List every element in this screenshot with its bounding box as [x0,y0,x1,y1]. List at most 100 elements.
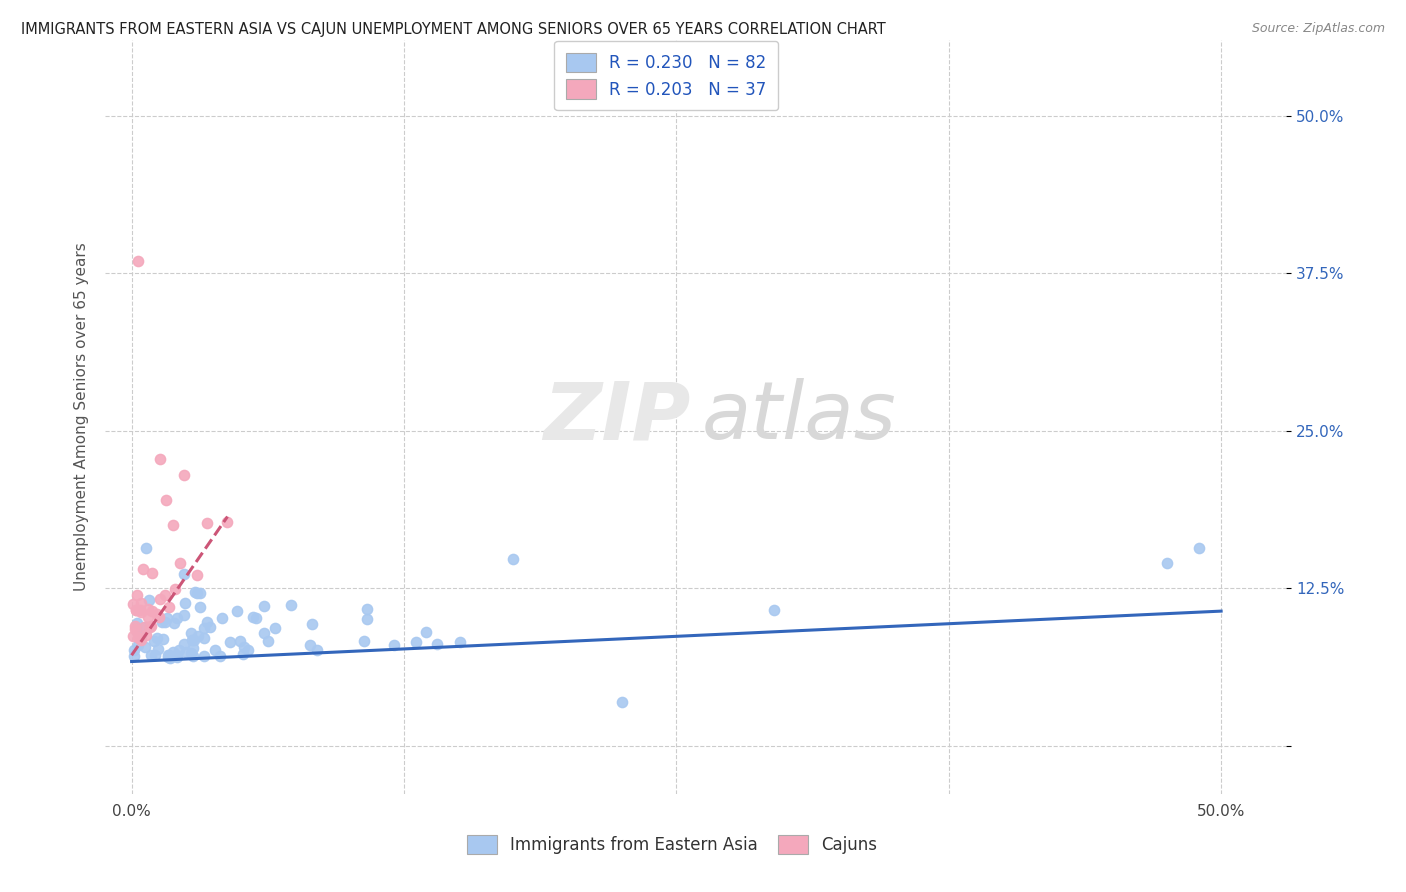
Point [150,615,173,629]
Point [405,634,427,648]
Point [157,648,180,662]
Point [166,650,188,665]
Point [181,640,204,655]
Point [121,629,143,643]
Point [238,643,260,657]
Point [143,648,166,663]
Text: atlas: atlas [702,378,897,456]
Point [149,451,172,466]
Point [173,467,195,482]
Point [165,648,187,662]
Point [139,620,162,634]
Point [242,609,264,624]
Point [1156,556,1178,570]
Point [204,643,226,657]
Point [188,586,211,600]
Point [173,637,195,651]
Point [146,607,169,621]
Point [233,640,256,654]
Point [356,602,378,616]
Point [129,632,152,647]
Point [121,597,143,611]
Point [305,643,328,657]
Point [299,638,322,652]
Point [159,651,181,665]
Point [174,645,197,659]
Point [153,615,176,630]
Point [356,612,378,626]
Point [127,588,149,602]
Point [301,616,323,631]
Point [146,631,169,645]
Point [256,633,278,648]
Point [148,609,170,624]
Point [129,596,152,610]
Point [183,648,205,663]
Point [132,620,155,634]
Point [162,518,184,533]
Point [127,253,149,268]
Point [193,632,215,646]
Point [153,588,176,602]
Point [180,632,202,647]
Point [127,638,149,652]
Point [125,602,148,616]
Point [139,648,162,662]
Point [124,622,146,636]
Point [184,585,207,599]
Point [124,603,146,617]
Point [155,493,177,508]
Point [152,632,174,647]
Point [253,599,276,613]
Point [125,615,148,630]
Point [128,632,150,646]
Point [449,634,471,648]
Point [173,608,195,623]
Point [138,593,160,607]
Point [219,635,242,649]
Point [134,640,156,654]
Point [138,610,160,624]
Point [197,615,219,629]
Point [217,515,239,529]
Legend: Immigrants from Eastern Asia, Cajuns: Immigrants from Eastern Asia, Cajuns [461,829,884,861]
Point [135,541,157,556]
Point [156,650,179,665]
Point [180,625,202,640]
Point [157,600,180,615]
Point [229,633,252,648]
Point [162,645,184,659]
Point [193,649,215,664]
Point [186,586,208,600]
Point [208,648,231,663]
Point [129,605,152,619]
Point [122,643,145,657]
Text: Source: ZipAtlas.com: Source: ZipAtlas.com [1251,22,1385,36]
Point [141,619,163,633]
Point [426,636,449,650]
Point [353,634,375,648]
Point [174,596,197,610]
Point [128,627,150,641]
Point [127,631,149,645]
Point [128,603,150,617]
Text: IMMIGRANTS FROM EASTERN ASIA VS CAJUN UNEMPLOYMENT AMONG SENIORS OVER 65 YEARS C: IMMIGRANTS FROM EASTERN ASIA VS CAJUN UN… [21,22,886,37]
Point [610,695,633,709]
Point [193,621,215,635]
Point [415,625,437,640]
Point [264,621,287,635]
Point [143,634,166,648]
Point [124,619,146,633]
Point [180,646,202,660]
Point [225,604,247,618]
Point [141,566,163,581]
Point [156,648,179,662]
Point [232,647,254,661]
Point [502,552,524,566]
Point [141,604,163,618]
Point [183,633,205,648]
Point [146,641,169,656]
Point [211,610,233,624]
Text: ZIP: ZIP [543,378,690,456]
Y-axis label: Unemployment Among Seniors over 65 years: Unemployment Among Seniors over 65 years [73,243,89,591]
